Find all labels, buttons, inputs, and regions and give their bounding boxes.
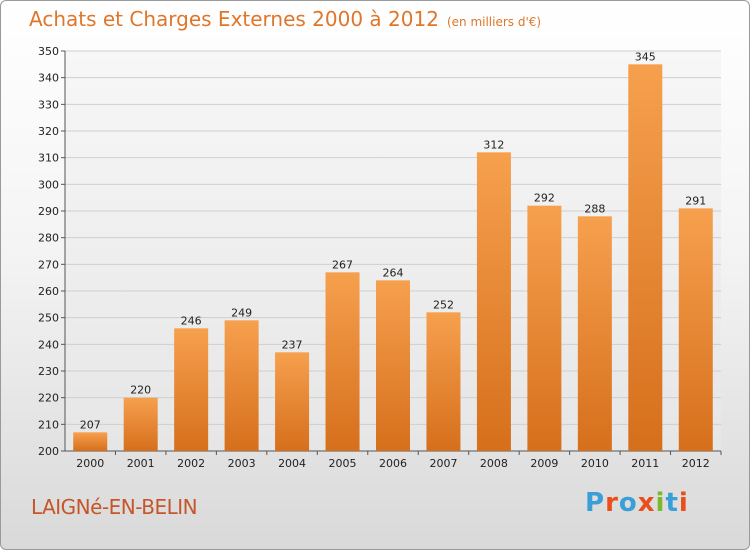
bar <box>426 312 461 451</box>
x-tick-label: 2009 <box>530 457 558 470</box>
chart-title: Achats et Charges Externes 2000 à 2012 (e… <box>29 7 541 31</box>
y-tick-label: 200 <box>38 445 59 458</box>
chart-title-text: Achats et Charges Externes 2000 à 2012 <box>29 7 439 31</box>
logo-letter: i <box>655 488 666 518</box>
data-label: 264 <box>383 266 404 279</box>
chart-subtitle: (en milliers d'€) <box>446 15 542 29</box>
x-tick-label: 2010 <box>581 457 609 470</box>
logo-letter: r <box>605 488 619 518</box>
bar <box>376 280 410 451</box>
y-tick-label: 320 <box>38 125 59 138</box>
y-tick-label: 270 <box>38 258 59 271</box>
logo-letter: t <box>665 488 679 518</box>
logo-letter: o <box>618 488 638 518</box>
y-tick-label: 260 <box>38 285 59 298</box>
data-label: 312 <box>483 138 504 151</box>
data-label: 288 <box>584 202 605 215</box>
bar <box>527 205 562 451</box>
bar <box>325 272 360 451</box>
proxiti-logo: Proxiti <box>585 488 689 518</box>
x-tick-label: 2001 <box>127 457 155 470</box>
bar <box>224 320 259 451</box>
bar <box>123 397 158 451</box>
y-tick-label: 310 <box>38 152 59 165</box>
x-tick-label: 2003 <box>228 457 256 470</box>
y-tick-label: 240 <box>38 338 59 351</box>
y-tick-label: 330 <box>38 98 59 111</box>
x-tick-label: 2002 <box>177 457 205 470</box>
y-tick-label: 300 <box>38 178 59 191</box>
x-tick-label: 2006 <box>379 457 407 470</box>
data-label: 345 <box>635 50 656 63</box>
bar <box>577 216 612 451</box>
bar <box>73 432 108 451</box>
logo-letter: P <box>585 488 606 518</box>
y-tick-label: 280 <box>38 232 59 245</box>
logo-letter: x <box>637 488 656 518</box>
bar <box>628 64 663 452</box>
data-label: 291 <box>685 194 706 207</box>
data-label: 207 <box>80 418 101 431</box>
x-tick-label: 2004 <box>278 457 306 470</box>
y-tick-label: 230 <box>38 365 59 378</box>
y-tick-label: 350 <box>38 45 59 58</box>
y-tick-label: 210 <box>38 418 59 431</box>
y-tick-label: 220 <box>38 392 59 405</box>
data-label: 252 <box>433 298 454 311</box>
bar <box>275 352 310 451</box>
y-tick-label: 340 <box>38 72 59 85</box>
data-label: 220 <box>130 384 151 397</box>
data-label: 267 <box>332 258 353 271</box>
x-tick-label: 2000 <box>76 457 104 470</box>
x-tick-label: 2007 <box>429 457 457 470</box>
x-tick-label: 2005 <box>329 457 357 470</box>
bar <box>678 208 713 451</box>
bar <box>476 152 511 452</box>
x-tick-label: 2012 <box>682 457 710 470</box>
place-name: LAIGNé-EN-BELIN <box>31 495 198 519</box>
x-tick-label: 2011 <box>631 457 659 470</box>
data-label: 246 <box>181 314 202 327</box>
y-tick-label: 290 <box>38 205 59 218</box>
data-label: 237 <box>282 338 303 351</box>
x-tick-label: 2008 <box>480 457 508 470</box>
bar <box>174 328 209 451</box>
data-label: 249 <box>231 306 252 319</box>
logo-letter: i <box>678 488 689 518</box>
data-label: 292 <box>534 192 555 205</box>
y-tick-label: 250 <box>38 312 59 325</box>
